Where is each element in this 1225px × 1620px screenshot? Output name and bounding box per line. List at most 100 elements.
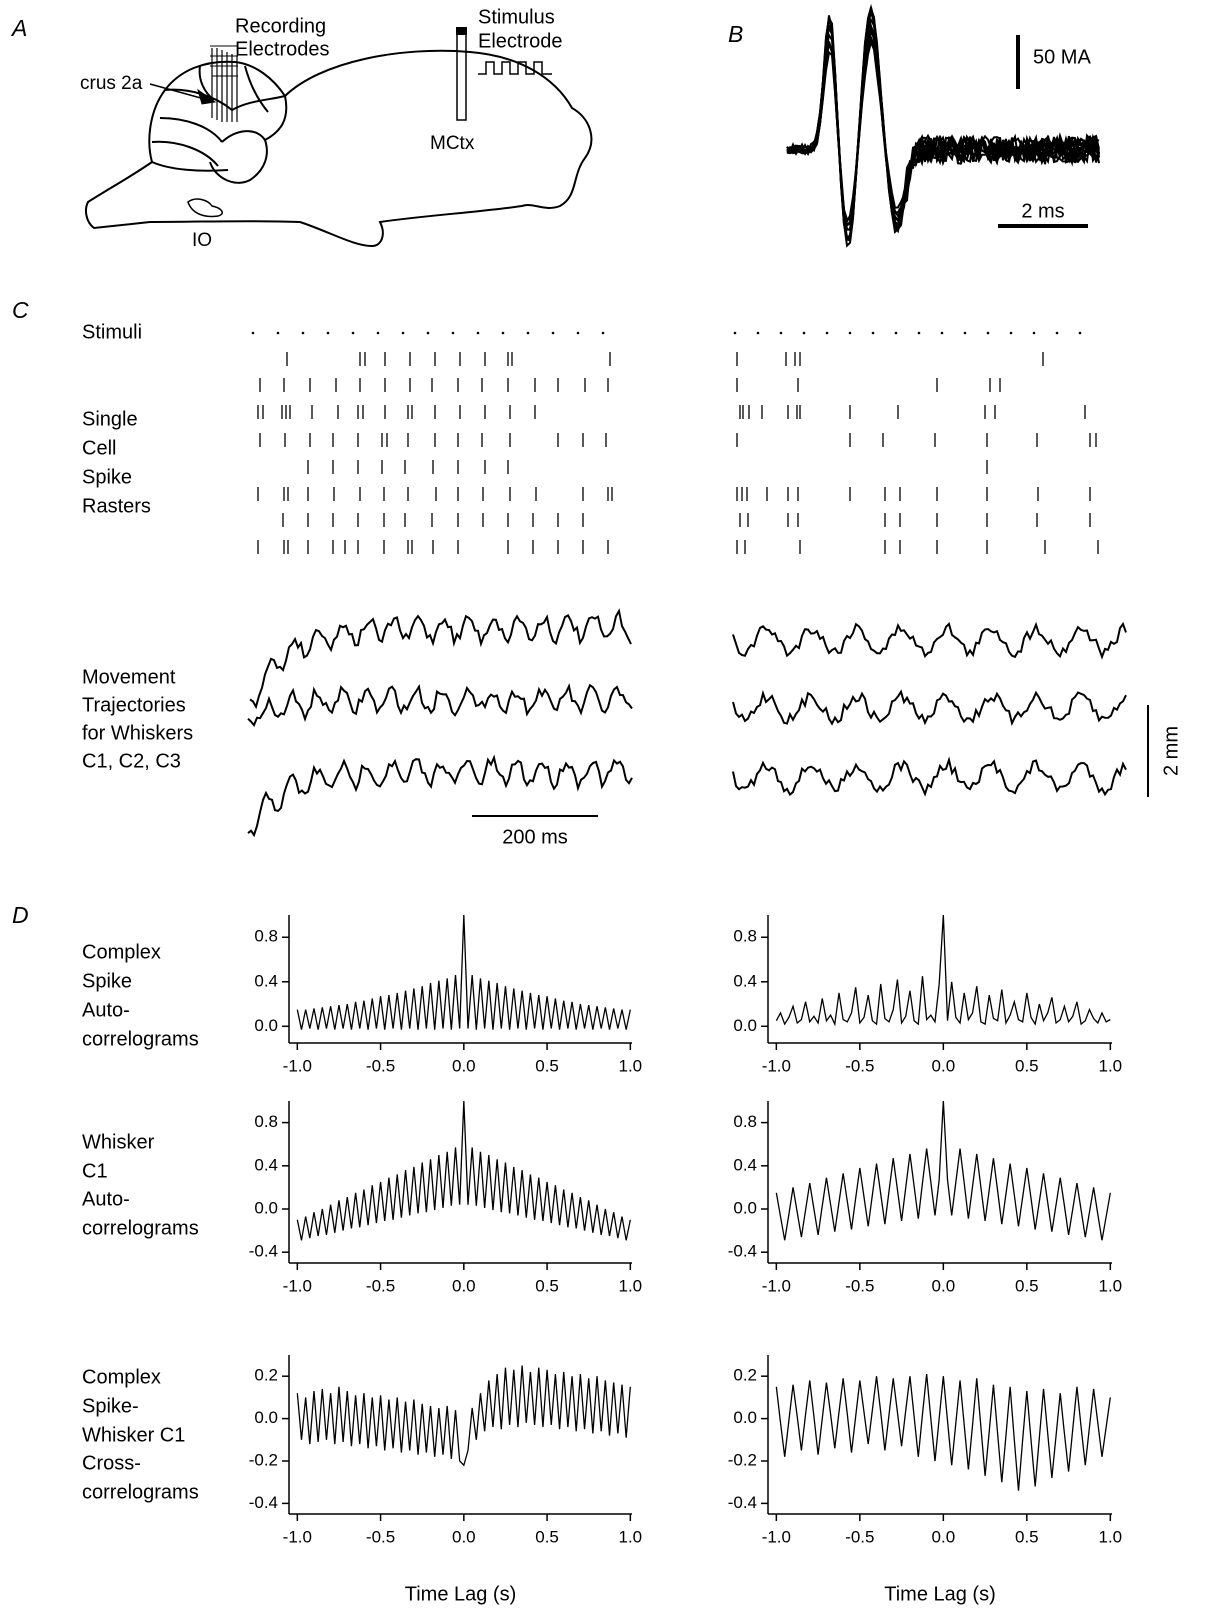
annotation: Stimulus [478, 6, 555, 28]
row-label: Cross- [82, 1452, 141, 1474]
brain-diagram [86, 28, 591, 246]
row-label: Single [82, 408, 138, 430]
y-tick-label: 0.4 [254, 1155, 278, 1174]
row-label: Rasters [82, 495, 151, 517]
y-tick-label: 0.8 [733, 927, 757, 946]
stimulus-dot [477, 332, 480, 335]
row-label: Auto- [82, 999, 130, 1021]
scale-label: 2 mm [1160, 726, 1182, 776]
stimulus-dot [849, 332, 852, 335]
stimulus-dot [577, 332, 580, 335]
x-tick-label: 0.0 [452, 1056, 476, 1075]
y-tick-label: -0.4 [249, 1493, 278, 1512]
correlogram-line [776, 1374, 1110, 1491]
row-label: Whisker C1 [82, 1424, 185, 1446]
x-tick-label: 1.0 [619, 1056, 643, 1075]
whisker-trajectory [733, 624, 1126, 657]
y-tick-label: 0.2 [254, 1366, 278, 1385]
row-label: Trajectories [82, 694, 186, 716]
x-tick-label: 0.0 [932, 1056, 956, 1075]
whisker-trajectory [248, 685, 632, 725]
row-label: Movement [82, 666, 176, 688]
x-tick-label: 1.0 [619, 1276, 643, 1295]
x-tick-label: -1.0 [283, 1056, 312, 1075]
stimulus-dot [502, 332, 505, 335]
stimulus-dot [987, 332, 990, 335]
whisker-trajectory [733, 760, 1126, 795]
panel-label: C [12, 297, 29, 323]
y-tick-label: 0.8 [254, 927, 278, 946]
stimulus-dot [302, 332, 305, 335]
x-tick-label: -1.0 [762, 1276, 791, 1295]
row-label: Complex [82, 1366, 161, 1388]
stimulus-dot [252, 332, 255, 335]
row-label: Whisker [82, 1131, 155, 1153]
x-tick-label: 1.0 [1099, 1527, 1123, 1546]
stimulus-dot [826, 332, 829, 335]
annotation: IO [192, 230, 212, 251]
y-tick-label: 0.4 [733, 971, 757, 990]
x-tick-label: 0.0 [932, 1527, 956, 1546]
row-label: Spike- [82, 1395, 139, 1417]
y-tick-label: 0.2 [733, 1366, 757, 1385]
row-label: Auto- [82, 1188, 130, 1210]
y-tick-label: 0.8 [254, 1112, 278, 1131]
x-tick-label: 0.5 [1015, 1527, 1039, 1546]
y-tick-label: 0.0 [254, 1198, 278, 1217]
stimulus-dot [872, 332, 875, 335]
whisker-trajectory [248, 758, 632, 835]
row-label: correlograms [82, 1481, 199, 1503]
x-tick-label: 1.0 [619, 1527, 643, 1546]
x-tick-label: 0.5 [535, 1056, 559, 1075]
stimulus-dot [734, 332, 737, 335]
correlogram-line [776, 1101, 1110, 1240]
x-tick-label: -1.0 [762, 1527, 791, 1546]
correlogram-line [297, 1101, 630, 1240]
x-tick-label: -1.0 [283, 1276, 312, 1295]
stimulus-dot [964, 332, 967, 335]
panel-label: D [12, 902, 29, 928]
x-axis-label: Time Lag (s) [405, 1583, 517, 1605]
panel-label: A [10, 15, 27, 41]
stimulus-dot [803, 332, 806, 335]
scale-label: 2 ms [1021, 200, 1064, 222]
stimulus-dot [780, 332, 783, 335]
row-label: C1 [82, 1160, 108, 1182]
stimulus-dot [602, 332, 605, 335]
y-tick-label: 0.8 [733, 1112, 757, 1131]
whisker-trajectory [733, 692, 1126, 724]
y-tick-label: -0.4 [249, 1242, 278, 1261]
stimulus-dot [552, 332, 555, 335]
x-tick-label: -0.5 [366, 1527, 395, 1546]
y-tick-label: 0.4 [254, 971, 278, 990]
stimulus-dot [352, 332, 355, 335]
row-label: Spike [82, 466, 132, 488]
figure: A B C D Recording Electrodes crus 2a Sti… [0, 0, 1225, 1620]
stimulus-dot [941, 332, 944, 335]
y-tick-label: 0.0 [733, 1408, 757, 1427]
x-tick-label: 0.5 [1015, 1276, 1039, 1295]
annotation: MCtx [430, 133, 475, 154]
stimulus-dot [1056, 332, 1059, 335]
y-tick-label: 0.0 [254, 1016, 278, 1035]
stimulus-dot [918, 332, 921, 335]
stimulus-dot [452, 332, 455, 335]
whisker-trajectory [250, 611, 631, 707]
annotation: Recording [235, 15, 326, 37]
x-tick-label: -0.5 [845, 1276, 874, 1295]
annotation: crus 2a [80, 73, 143, 94]
scale-label: 200 ms [502, 826, 568, 848]
stimulus-dot [1010, 332, 1013, 335]
correlogram-line [297, 1366, 630, 1466]
y-tick-label: -0.2 [249, 1450, 278, 1469]
x-tick-label: 1.0 [1099, 1276, 1123, 1295]
x-tick-label: -0.5 [366, 1276, 395, 1295]
stimulus-dot [427, 332, 430, 335]
scale-label: 50 MA [1033, 46, 1091, 68]
stimulus-dot [757, 332, 760, 335]
stimulus-dot [277, 332, 280, 335]
row-label: Cell [82, 437, 116, 459]
y-tick-label: 0.0 [733, 1198, 757, 1217]
x-axis-label: Time Lag (s) [884, 1583, 996, 1605]
row-label: Stimuli [82, 321, 142, 343]
